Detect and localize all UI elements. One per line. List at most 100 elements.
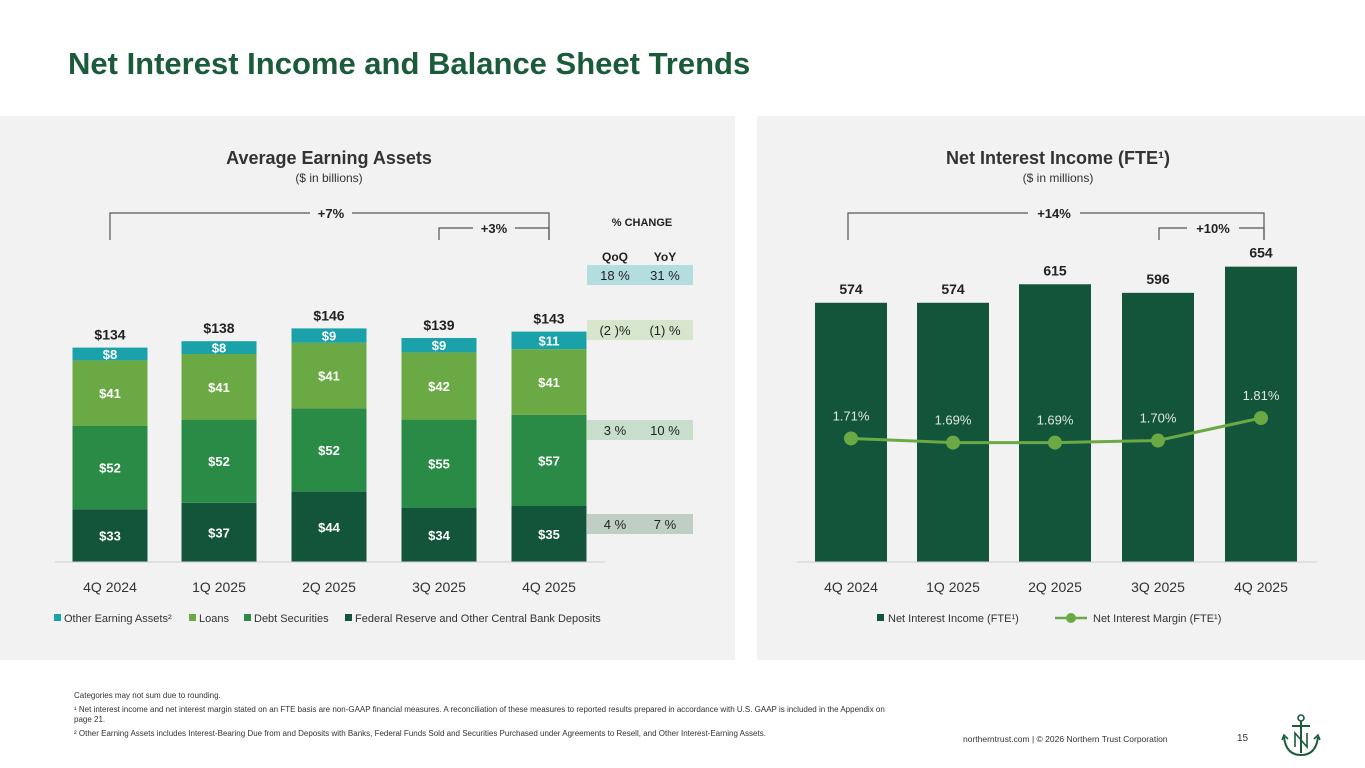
legend-swatch [345, 614, 352, 621]
legend-swatch [54, 614, 61, 621]
bracket-label: +14% [1037, 206, 1071, 221]
bracket-line [515, 227, 550, 240]
x-tick-label: 4Q 2025 [522, 579, 576, 595]
nii-value-label: 654 [1249, 245, 1273, 261]
bar-segment [291, 342, 367, 409]
nim-point [1048, 435, 1062, 450]
nim-point [1254, 411, 1268, 425]
x-tick-label: 1Q 2025 [192, 579, 246, 595]
nii-panel: Net Interest Income (FTE¹) ($ in millions… [757, 116, 1365, 660]
legend-label: Loans [199, 613, 229, 625]
nii-value-label: 574 [839, 281, 863, 297]
earning-assets-chart: Average Earning Assets ($ in billions) $33… [54, 148, 693, 625]
change-bracket: +10% [1158, 221, 1265, 240]
pct-qoq-value: (2 )% [599, 323, 631, 338]
segment-label: $34 [428, 528, 450, 543]
bar-segment [181, 354, 257, 420]
segment-label: $11 [539, 333, 560, 348]
pct-col-yoy: YoY [654, 250, 676, 264]
bar-segment [291, 491, 367, 562]
bracket-line [352, 212, 550, 240]
nim-value-label: 1.70% [1140, 411, 1177, 426]
chart-b-title: Net Interest Income (FTE¹) [946, 148, 1170, 168]
footnote-rounding: Categories may not sum due to rounding. [74, 691, 221, 700]
x-tick-label: 4Q 2025 [1234, 579, 1288, 595]
bar-segment [181, 419, 257, 503]
nii-bar [1019, 284, 1091, 562]
nim-value-label: 1.81% [1243, 388, 1280, 403]
bar-segment [511, 414, 587, 506]
segment-label: $9 [322, 329, 336, 344]
legend-label: Other Earning Assets² [64, 613, 172, 625]
segment-label: $37 [208, 525, 230, 540]
nim-value-label: 1.71% [833, 408, 870, 423]
bar-segment [511, 506, 587, 562]
nim-value-label: 1.69% [935, 413, 972, 428]
legend-label: Net Interest Margin (FTE¹) [1093, 613, 1221, 625]
segment-label: $52 [99, 461, 121, 476]
x-tick-label: 1Q 2025 [926, 579, 980, 595]
x-tick-label: 3Q 2025 [1131, 579, 1185, 595]
legend-swatch [189, 614, 196, 621]
nim-point [1151, 433, 1165, 448]
pct-yoy-value: (1) % [649, 323, 681, 338]
bracket-label: +7% [318, 206, 345, 221]
legend-swatch [877, 614, 884, 621]
pct-col-qoq: QoQ [602, 250, 628, 264]
segment-label: $33 [99, 529, 121, 544]
nim-value-label: 1.69% [1037, 413, 1074, 428]
nii-bar [917, 302, 989, 562]
bar-segment [181, 502, 257, 562]
bar-segment [72, 347, 148, 361]
x-tick-label: 4Q 2024 [824, 579, 878, 595]
segment-label: $57 [538, 453, 560, 468]
chart-a-title: Average Earning Assets [226, 148, 432, 168]
nii-chart: Net Interest Income (FTE¹) ($ in millions… [797, 148, 1317, 625]
bracket-line [438, 227, 473, 240]
nim-point [844, 431, 858, 446]
legend-label: Net Interest Income (FTE¹) [888, 613, 1019, 625]
page-number: 15 [1237, 733, 1249, 744]
segment-label: $9 [432, 338, 446, 353]
pct-yoy-value: 31 % [650, 268, 680, 283]
total-label: $139 [423, 317, 454, 333]
bar-segment [291, 328, 367, 343]
bracket-line [847, 212, 1028, 240]
nii-value-label: 615 [1043, 262, 1067, 278]
legend-label: Federal Reserve and Other Central Bank D… [355, 613, 601, 625]
footnotes: Categories may not sum due to rounding. … [74, 691, 894, 743]
segment-label: $55 [428, 457, 450, 472]
change-bracket: +3% [438, 221, 550, 240]
bar-segment [72, 426, 148, 510]
bracket-line [1158, 227, 1187, 240]
bar-segment [72, 509, 148, 562]
bracket-label: +3% [481, 221, 508, 236]
bar-segment [291, 408, 367, 492]
total-label: $146 [313, 307, 344, 323]
chart-b-subtitle: ($ in millions) [1023, 171, 1094, 185]
segment-label: $52 [208, 454, 230, 469]
segment-label: $41 [99, 386, 121, 401]
earning-assets-panel: Average Earning Assets ($ in billions) $33… [0, 116, 735, 660]
pct-row-band [587, 420, 693, 440]
bracket-line [1239, 227, 1265, 240]
segment-label: $52 [318, 443, 340, 458]
segment-label: $8 [212, 341, 226, 356]
x-tick-label: 2Q 2025 [302, 579, 356, 595]
pct-yoy-value: 7 % [654, 517, 677, 532]
legend-label: Debt Securities [254, 613, 329, 625]
nii-value-label: 574 [941, 281, 965, 297]
segment-label: $41 [318, 369, 340, 384]
pct-yoy-value: 10 % [650, 423, 680, 438]
x-tick-label: 4Q 2024 [83, 579, 137, 595]
x-tick-label: 2Q 2025 [1028, 579, 1082, 595]
pct-qoq-value: 3 % [604, 423, 627, 438]
footnote-2: ² Other Earning Assets includes Interest… [74, 729, 766, 738]
pct-row-band [587, 320, 693, 340]
nim-point [946, 435, 960, 450]
pct-row-band [587, 265, 693, 285]
pct-qoq-value: 4 % [604, 517, 627, 532]
total-label: $143 [533, 311, 564, 327]
bar-segment [72, 360, 148, 426]
